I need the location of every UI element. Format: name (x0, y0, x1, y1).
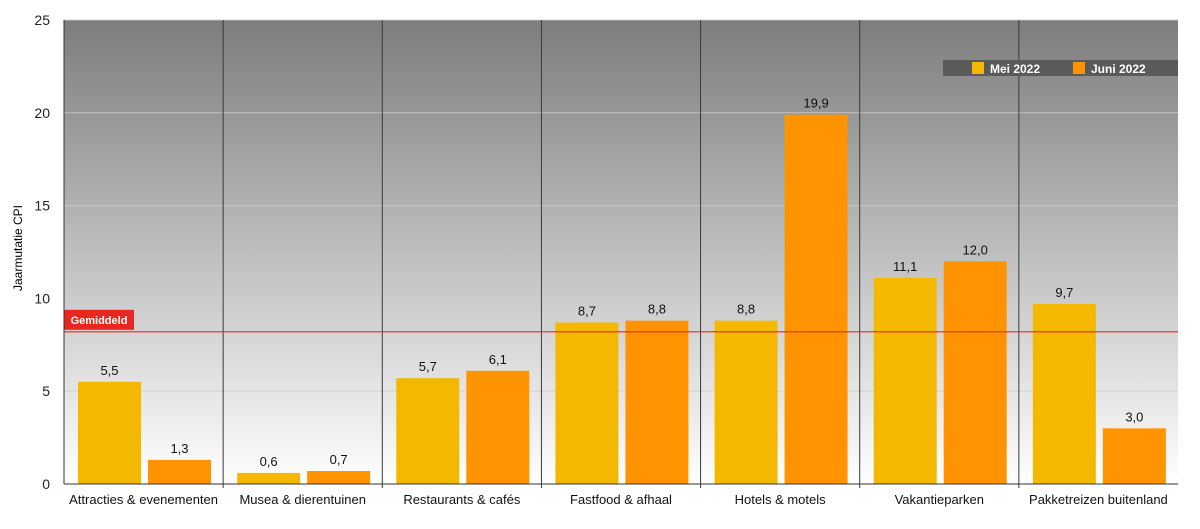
average-label: Gemiddeld (71, 315, 128, 327)
bar-value-label: 5,5 (100, 363, 118, 378)
y-tick-label: 25 (34, 12, 50, 28)
bar-value-label: 19,9 (803, 96, 828, 111)
bar (1032, 303, 1096, 484)
bar-value-label: 8,7 (578, 304, 596, 319)
y-tick-label: 15 (34, 198, 50, 214)
x-category-label: Musea & dierentuinen (239, 492, 365, 507)
bar-value-label: 3,0 (1125, 409, 1143, 424)
category-separators (222, 20, 1020, 488)
legend-label: Mei 2022 (990, 62, 1040, 76)
bar (307, 471, 371, 484)
x-category-label: Vakantieparken (895, 492, 984, 507)
bar-value-label: 1,3 (170, 441, 188, 456)
bar (78, 381, 141, 484)
y-tick-label: 10 (34, 290, 50, 306)
bar-value-label: 5,7 (419, 359, 437, 374)
bar (466, 370, 530, 484)
bar (625, 320, 689, 484)
y-axis-title: Jaarmutatie CPI (11, 205, 25, 291)
x-category-label: Attracties & evenementen (69, 492, 218, 507)
y-tick-label: 20 (34, 105, 50, 121)
legend-swatch (1073, 62, 1085, 74)
reference-line-group: Gemiddeld (64, 309, 1178, 333)
data-labels: 5,5 0,6 5,7 8,7 8,8 11,1 9,7 1,3 0,7 6,1 8,8 19,9 12… (100, 96, 1143, 469)
bar (237, 472, 301, 484)
bar-value-label: 11,1 (893, 259, 917, 274)
y-tick-label: 0 (42, 476, 50, 492)
legend-label: Juni 2022 (1091, 62, 1146, 76)
bar-value-label: 0,6 (260, 454, 278, 469)
bar (148, 459, 211, 484)
axes: 0 5 10 15 20 25 Attracties & evenementen Musea … (34, 12, 1178, 507)
bar (943, 261, 1007, 484)
x-category-label: Restaurants & cafés (403, 492, 521, 507)
bar (555, 322, 619, 484)
bar-value-label: 0,7 (330, 452, 348, 467)
bar (714, 320, 778, 484)
x-category-label: Fastfood & afhaal (570, 492, 672, 507)
legend-background (943, 60, 1178, 76)
bar-value-label: 8,8 (648, 302, 666, 317)
legend: Mei 2022 Juni 2022 (943, 60, 1178, 76)
x-category-label: Hotels & motels (735, 492, 827, 507)
bar-value-label: 8,8 (737, 302, 755, 317)
bar (1102, 428, 1166, 484)
y-tick-label: 5 (42, 383, 50, 399)
plot-background (64, 20, 1178, 484)
bar (784, 114, 848, 484)
bar-value-label: 12,0 (963, 242, 988, 257)
bars (78, 114, 1166, 484)
bar-value-label: 9,7 (1055, 285, 1073, 300)
bar-value-label: 6,1 (489, 352, 507, 367)
legend-swatch (972, 62, 984, 74)
x-category-label: Pakketreizen buitenland (1029, 492, 1168, 507)
bar (873, 277, 937, 484)
average-label-box (64, 309, 134, 330)
bar (396, 378, 460, 484)
